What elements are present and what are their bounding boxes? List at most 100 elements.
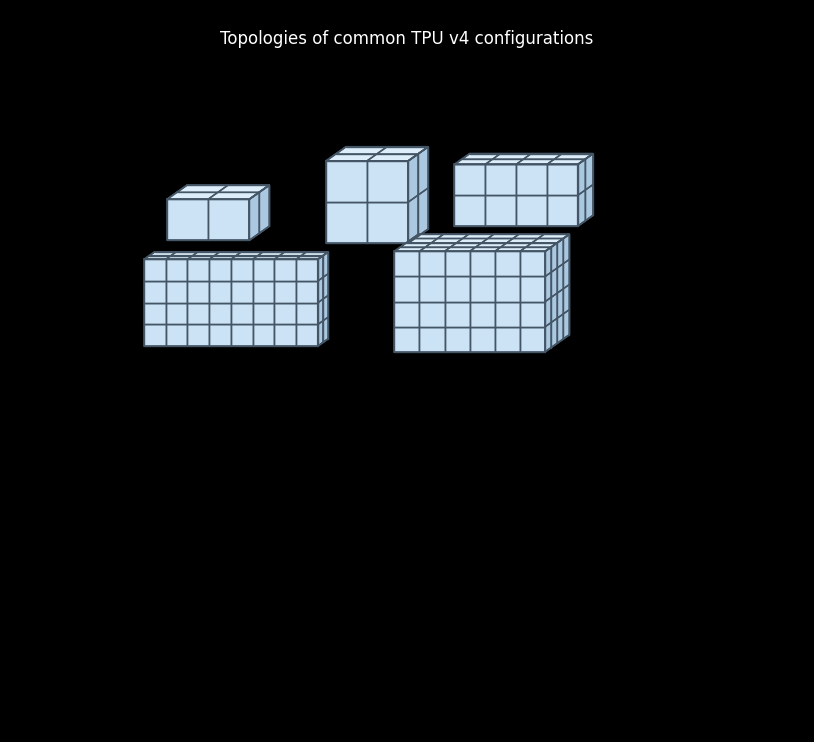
- Polygon shape: [413, 234, 444, 238]
- Polygon shape: [231, 324, 252, 346]
- Polygon shape: [526, 243, 558, 247]
- Polygon shape: [394, 301, 419, 326]
- Polygon shape: [551, 318, 558, 347]
- Polygon shape: [482, 238, 513, 243]
- Polygon shape: [274, 324, 296, 346]
- Polygon shape: [501, 243, 532, 247]
- Polygon shape: [444, 247, 476, 252]
- Polygon shape: [558, 289, 563, 318]
- Polygon shape: [444, 301, 470, 326]
- Polygon shape: [457, 238, 488, 243]
- Polygon shape: [187, 281, 209, 303]
- Polygon shape: [476, 243, 507, 247]
- Polygon shape: [563, 284, 569, 314]
- Polygon shape: [554, 154, 593, 159]
- Polygon shape: [231, 259, 252, 281]
- Polygon shape: [274, 303, 296, 324]
- Polygon shape: [516, 159, 554, 165]
- Polygon shape: [367, 202, 408, 243]
- Polygon shape: [454, 195, 485, 226]
- Polygon shape: [545, 323, 551, 352]
- Polygon shape: [419, 277, 444, 301]
- Polygon shape: [231, 303, 252, 324]
- Polygon shape: [209, 259, 231, 281]
- Polygon shape: [144, 281, 166, 303]
- Polygon shape: [444, 326, 470, 352]
- Polygon shape: [485, 159, 523, 165]
- Polygon shape: [166, 259, 187, 281]
- Polygon shape: [545, 298, 551, 326]
- Polygon shape: [144, 255, 171, 259]
- Polygon shape: [492, 154, 532, 159]
- Polygon shape: [419, 301, 444, 326]
- Polygon shape: [394, 247, 426, 252]
- Polygon shape: [520, 252, 545, 277]
- Polygon shape: [495, 326, 520, 352]
- Polygon shape: [231, 255, 258, 259]
- Polygon shape: [507, 238, 538, 243]
- Polygon shape: [296, 324, 317, 346]
- Polygon shape: [249, 192, 260, 240]
- Polygon shape: [394, 252, 419, 277]
- Polygon shape: [408, 195, 418, 243]
- Polygon shape: [296, 281, 317, 303]
- Polygon shape: [520, 277, 545, 301]
- Polygon shape: [513, 234, 545, 238]
- Polygon shape: [166, 324, 187, 346]
- Polygon shape: [187, 255, 214, 259]
- Polygon shape: [258, 252, 285, 255]
- Polygon shape: [551, 268, 558, 298]
- Polygon shape: [149, 252, 177, 255]
- Text: Topologies of common TPU v4 configurations: Topologies of common TPU v4 configuratio…: [221, 30, 593, 47]
- Polygon shape: [463, 234, 494, 238]
- Polygon shape: [323, 274, 328, 299]
- Polygon shape: [547, 159, 585, 165]
- Polygon shape: [209, 281, 231, 303]
- Polygon shape: [144, 259, 166, 281]
- Polygon shape: [236, 252, 263, 255]
- Polygon shape: [317, 278, 323, 303]
- Polygon shape: [551, 243, 558, 272]
- Polygon shape: [252, 255, 279, 259]
- Polygon shape: [187, 259, 209, 281]
- Polygon shape: [523, 154, 562, 159]
- Polygon shape: [279, 252, 307, 255]
- Polygon shape: [408, 154, 418, 202]
- Polygon shape: [470, 326, 495, 352]
- Polygon shape: [578, 159, 585, 195]
- Polygon shape: [418, 147, 428, 195]
- Polygon shape: [218, 185, 269, 192]
- Polygon shape: [317, 299, 323, 324]
- Polygon shape: [252, 303, 274, 324]
- Polygon shape: [166, 303, 187, 324]
- Polygon shape: [400, 243, 431, 247]
- Polygon shape: [444, 277, 470, 301]
- Polygon shape: [296, 255, 323, 259]
- Polygon shape: [485, 165, 516, 195]
- Polygon shape: [208, 192, 260, 200]
- Polygon shape: [209, 255, 236, 259]
- Polygon shape: [547, 195, 578, 226]
- Polygon shape: [485, 195, 516, 226]
- Polygon shape: [516, 195, 547, 226]
- Polygon shape: [171, 252, 198, 255]
- Polygon shape: [495, 277, 520, 301]
- Polygon shape: [323, 295, 328, 321]
- Polygon shape: [317, 321, 323, 346]
- Polygon shape: [144, 324, 166, 346]
- Polygon shape: [367, 161, 408, 202]
- Polygon shape: [187, 324, 209, 346]
- Polygon shape: [495, 301, 520, 326]
- Polygon shape: [563, 309, 569, 339]
- Polygon shape: [406, 238, 438, 243]
- Polygon shape: [177, 185, 228, 192]
- Polygon shape: [558, 263, 563, 293]
- Polygon shape: [431, 238, 463, 243]
- Polygon shape: [438, 234, 469, 238]
- Polygon shape: [444, 252, 470, 277]
- Polygon shape: [558, 314, 563, 344]
- Polygon shape: [317, 255, 323, 281]
- Polygon shape: [260, 185, 269, 233]
- Polygon shape: [252, 259, 274, 281]
- Polygon shape: [326, 202, 367, 243]
